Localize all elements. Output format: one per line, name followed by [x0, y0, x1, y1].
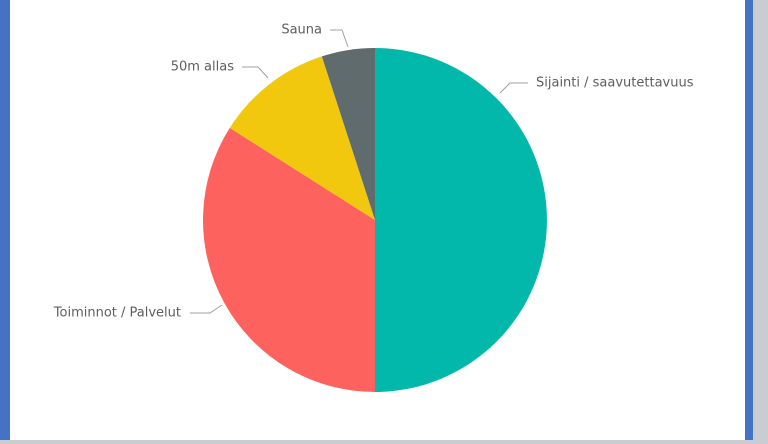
- pie-slice: [229, 56, 375, 221]
- leader-line: [242, 66, 269, 79]
- leader-line: [499, 82, 528, 94]
- slice-label: Sauna: [281, 23, 322, 38]
- slice-label: 50m allas: [171, 60, 234, 75]
- pie-slice: [202, 127, 375, 392]
- slice-label: Toiminnot / Palvelut: [53, 306, 181, 321]
- slice-label: Sijainti / saavutettavuus: [536, 76, 694, 91]
- leader-line: [190, 304, 223, 314]
- right-border: [745, 0, 753, 440]
- leader-line: [330, 29, 349, 48]
- pie-slice: [375, 48, 547, 392]
- left-border: [0, 0, 10, 440]
- pie-slice: [321, 48, 375, 220]
